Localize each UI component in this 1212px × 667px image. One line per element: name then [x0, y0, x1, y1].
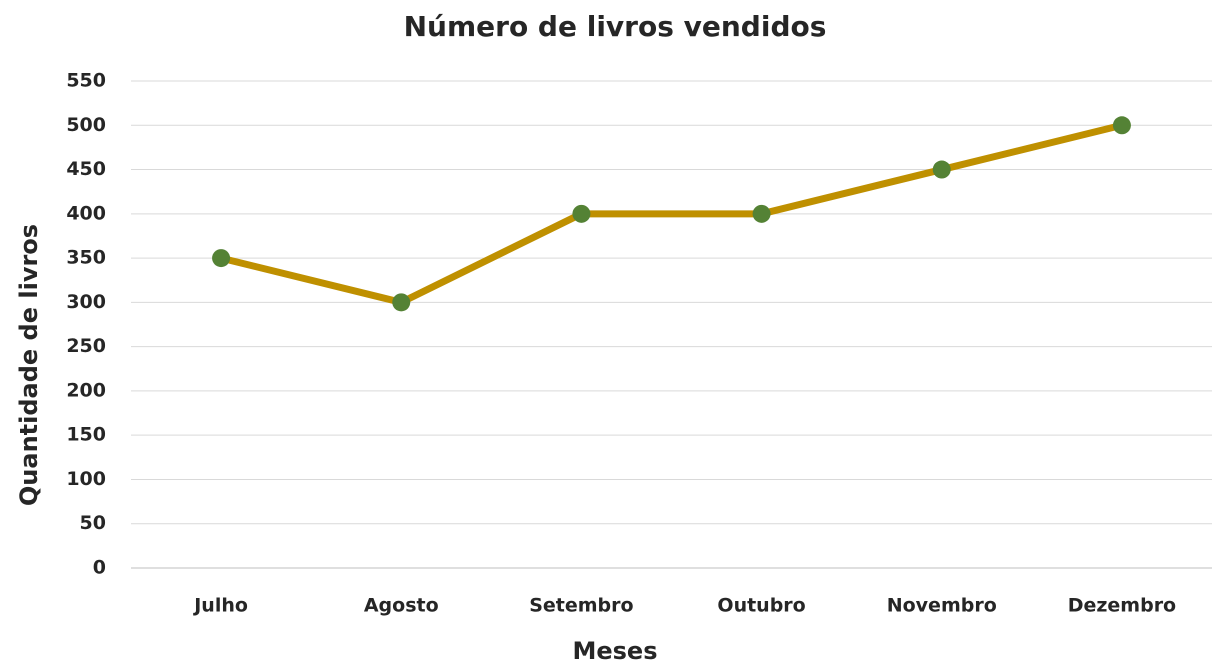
y-tick-label: 250: [66, 335, 106, 357]
y-axis-label: Quantidade de livros: [15, 224, 43, 506]
y-tick-label: 0: [93, 557, 106, 579]
marker: [1112, 116, 1131, 135]
marker: [212, 249, 231, 268]
x-tick-label: Outubro: [717, 595, 805, 617]
x-tick-label: Dezembro: [1068, 595, 1176, 617]
y-tick-label: 100: [66, 468, 106, 490]
y-tick-label: 200: [66, 379, 106, 401]
x-tick-label: Novembro: [887, 595, 997, 617]
marker: [752, 204, 771, 223]
x-axis-label: Meses: [572, 637, 657, 665]
chart-title: Número de livros vendidos: [404, 10, 827, 43]
y-tick-label: 50: [80, 512, 106, 534]
line: [220, 121, 1123, 306]
marker: [932, 160, 951, 179]
marker: [392, 293, 411, 312]
y-tick-label: 150: [66, 424, 106, 446]
y-tick-label: 450: [66, 158, 106, 180]
y-tick-label: 400: [66, 202, 106, 224]
x-tick-label: Setembro: [529, 595, 633, 617]
y-tick-label: 350: [66, 247, 106, 269]
x-tick-label: Agosto: [364, 595, 439, 617]
y-tick-label: 550: [66, 70, 106, 92]
y-tick-label: 300: [66, 291, 106, 313]
x-tick-label: Julho: [192, 595, 248, 617]
marker: [572, 204, 591, 223]
y-tick-label: 500: [66, 114, 106, 136]
